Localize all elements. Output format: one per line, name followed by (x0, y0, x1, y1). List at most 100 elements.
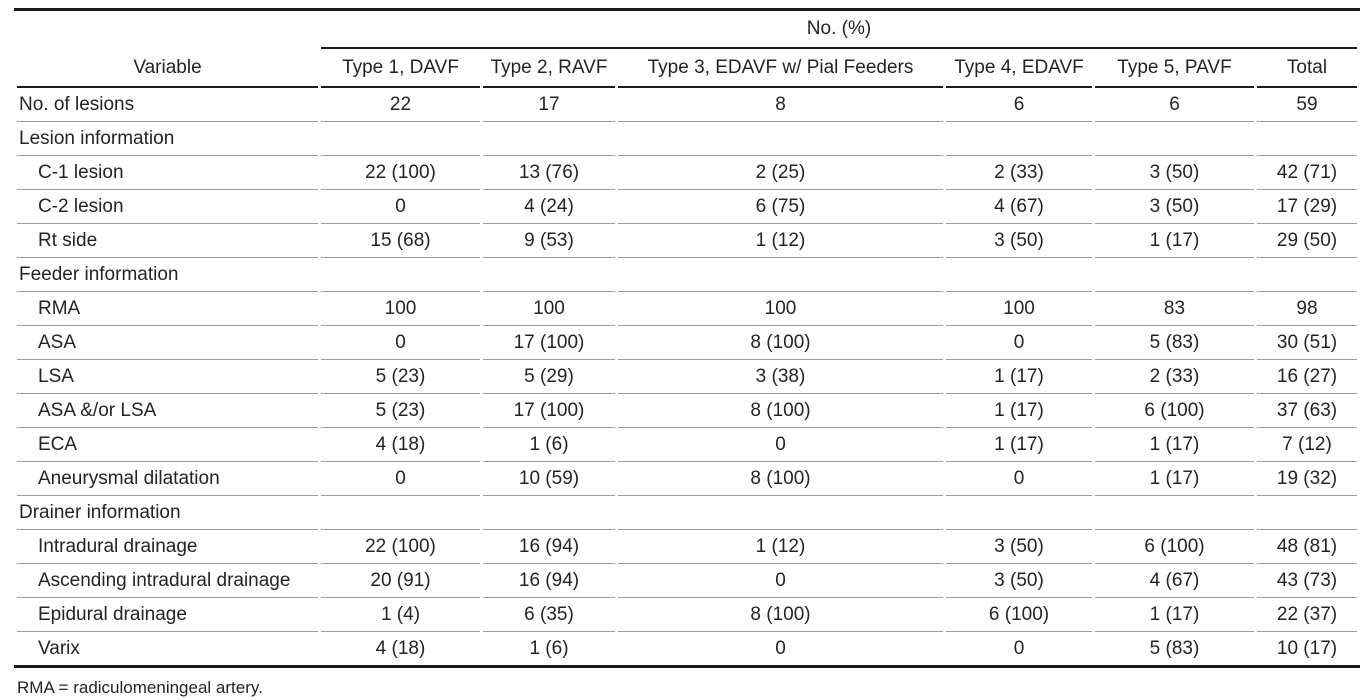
cell-value (483, 496, 615, 530)
cell-value: 0 (321, 326, 480, 360)
row-label: ASA &/or LSA (17, 394, 318, 428)
cell-value: 0 (946, 326, 1092, 360)
row-label: ASA (17, 326, 318, 360)
cell-value: 7 (12) (1257, 428, 1357, 462)
cell-value: 16 (27) (1257, 360, 1357, 394)
cell-value: 6 (946, 88, 1092, 122)
cell-value (1095, 496, 1254, 530)
table-row: ASA 0 17 (100) 8 (100) 0 5 (83) 30 (51) (17, 326, 1357, 360)
column-header-row: Variable Type 1, DAVF Type 2, RAVF Type … (17, 49, 1357, 88)
cell-value: 5 (83) (1149, 637, 1200, 659)
cell-value: 8 (100) (618, 462, 943, 496)
table-row: Ascending intradural drainage 20 (91) 16 (… (17, 564, 1357, 598)
table-body: No. of lesions 22 17 8 6 6 59 Lesion informatio… (17, 88, 1357, 665)
cell-value: 30 (51) (1257, 326, 1357, 360)
cell-value: 3 (50) (1095, 156, 1254, 190)
cell-value (618, 122, 943, 156)
cell-value: 100 (483, 292, 615, 326)
row-label: Feeder information (17, 258, 318, 292)
cell-value: 10 (17) (1276, 637, 1338, 659)
cell-value: 22 (100) (321, 156, 480, 190)
cell-value: 1 (6) (529, 637, 569, 659)
row-label: Varix (38, 637, 80, 659)
cell-value (618, 258, 943, 292)
row-label: Ascending intradural drainage (17, 564, 318, 598)
row-label: Aneurysmal dilatation (17, 462, 318, 496)
cell-value: 1 (12) (618, 530, 943, 564)
cell-value: 1 (17) (1095, 462, 1254, 496)
cell-value: 6 (100) (1095, 530, 1254, 564)
cell-value: 22 (37) (1257, 598, 1357, 632)
cell-value (483, 122, 615, 156)
corner-cell (17, 11, 318, 49)
cell-value (483, 258, 615, 292)
cell-value (946, 496, 1092, 530)
cell-value (321, 496, 480, 530)
lesion-characteristics-table: No. (%) Variable Type 1, DAVF Type 2, RA… (14, 8, 1360, 668)
cell-value: 4 (67) (946, 190, 1092, 224)
cell-value (1257, 258, 1357, 292)
cell-value: 5 (23) (321, 394, 480, 428)
cell-value: 1 (12) (618, 224, 943, 258)
section-row: Lesion information (17, 122, 1357, 156)
cell-value: 6 (35) (483, 598, 615, 632)
cell-value: 6 (100) (946, 598, 1092, 632)
cell-value: 0 (1013, 637, 1025, 659)
cell-value: 6 (1095, 88, 1254, 122)
cell-value: 0 (321, 462, 480, 496)
row-label: LSA (17, 360, 318, 394)
cell-value: 4 (24) (483, 190, 615, 224)
cell-value: 59 (1257, 88, 1357, 122)
cell-value: 8 (618, 88, 943, 122)
cell-value: 37 (63) (1257, 394, 1357, 428)
cell-value: 17 (483, 88, 615, 122)
spanner-row: No. (%) (17, 11, 1357, 49)
table-row: C-1 lesion 22 (100) 13 (76) 2 (25) 2 (33) 3 (… (17, 156, 1357, 190)
column-header-type4-edavf: Type 4, EDAVF (946, 49, 1092, 88)
table-row: Rt side 15 (68) 9 (53) 1 (12) 3 (50) 1 (17) 29… (17, 224, 1357, 258)
cell-value: 4 (18) (321, 428, 480, 462)
cell-value: 8 (100) (618, 394, 943, 428)
cell-value: 1 (17) (1095, 428, 1254, 462)
row-label: No. of lesions (17, 88, 318, 122)
cell-value: 22 (321, 88, 480, 122)
cell-value (1095, 258, 1254, 292)
cell-value: 98 (1257, 292, 1357, 326)
cell-value: 1 (4) (321, 598, 480, 632)
cell-value: 1 (17) (946, 428, 1092, 462)
cell-value: 2 (33) (946, 156, 1092, 190)
table-row: No. of lesions 22 17 8 6 6 59 (17, 88, 1357, 122)
cell-value: 6 (75) (618, 190, 943, 224)
cell-value: 6 (100) (1095, 394, 1254, 428)
column-header-type3-edavf-pial: Type 3, EDAVF w/ Pial Feeders (618, 49, 943, 88)
table-footnote: RMA = radiculomeningeal artery. (17, 678, 263, 697)
cell-value: 15 (68) (321, 224, 480, 258)
cell-value: 8 (100) (618, 326, 943, 360)
table-row: LSA 5 (23) 5 (29) 3 (38) 1 (17) 2 (33) 16 (27) (17, 360, 1357, 394)
cell-value: 1 (17) (1095, 598, 1254, 632)
row-label: C-2 lesion (17, 190, 318, 224)
cell-value (618, 496, 943, 530)
cell-value: 22 (100) (321, 530, 480, 564)
cell-value (946, 258, 1092, 292)
cell-value: 2 (25) (618, 156, 943, 190)
cell-value: 1 (17) (946, 360, 1092, 394)
spanner-header-no-pct: No. (%) (321, 11, 1357, 49)
table-row: ASA &/or LSA 5 (23) 17 (100) 8 (100) 1 (17) 6… (17, 394, 1357, 428)
cell-value: 10 (59) (483, 462, 615, 496)
column-header-type5-pavf: Type 5, PAVF (1095, 49, 1254, 88)
section-row: Feeder information (17, 258, 1357, 292)
cell-value: 1 (17) (946, 394, 1092, 428)
cell-value: 29 (50) (1257, 224, 1357, 258)
section-row: Drainer information (17, 496, 1357, 530)
table-row: RMA 100 100 100 100 83 98 (17, 292, 1357, 326)
cell-value: 100 (321, 292, 480, 326)
table-row: Aneurysmal dilatation 0 10 (59) 8 (100) 0 1 (… (17, 462, 1357, 496)
cell-value: 0 (775, 637, 786, 659)
row-label: Lesion information (17, 122, 318, 156)
row-label: C-1 lesion (17, 156, 318, 190)
cell-value: 43 (73) (1257, 564, 1357, 598)
table-row: Epidural drainage 1 (4) 6 (35) 8 (100) 6 (10… (17, 598, 1357, 632)
cell-value: 42 (71) (1257, 156, 1357, 190)
cell-value (1257, 496, 1357, 530)
